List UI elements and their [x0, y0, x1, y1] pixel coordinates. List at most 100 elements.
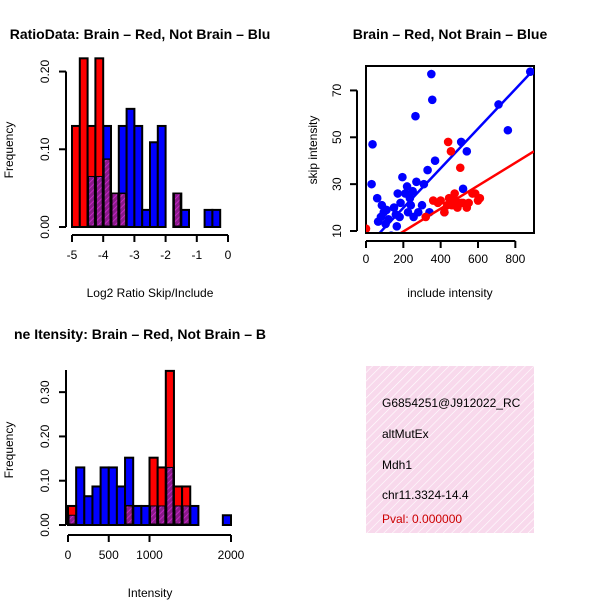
intensity-hist-x-tick-label: 500	[99, 548, 119, 562]
intensity-histogram-title: ne Itensity: Brain – Red, Not Brain – B	[14, 326, 266, 342]
ratio-hist-bar-not-brain	[133, 124, 144, 228]
scatter-x-tick-label: 0	[363, 252, 370, 266]
scatter-point-not-brain	[367, 179, 376, 189]
ratio-hist-bar-not-brain	[203, 208, 214, 228]
intensity-hist-x-tick-label: 2000	[218, 548, 245, 562]
info-panel: G6854251@J912022_RC altMutEx Mdh1 chr11.…	[366, 366, 534, 533]
intensity-hist-bar-overlap	[150, 505, 158, 525]
ratio-hist-bar-overlap	[119, 193, 127, 227]
intensity-hist-bar-not-brain	[189, 504, 200, 527]
scatter-point-not-brain	[427, 95, 437, 105]
intensity-hist-bar-not-brain	[91, 485, 102, 527]
scatter-x-tick-label: 200	[393, 252, 413, 266]
intensity-hist-x-tick-label: 1000	[136, 548, 163, 562]
scatter-point-brain	[455, 163, 465, 173]
intensity-histogram-bars	[67, 369, 233, 527]
scatter-point-not-brain	[458, 184, 468, 194]
scatter-point-brain	[366, 224, 371, 232]
ratio-hist-x-tick-label: 0	[225, 248, 232, 262]
intensity-hist-bar-overlap	[166, 466, 174, 525]
scatter-fit-line-not-brain	[378, 68, 534, 232]
ratio-hist-bar-not-brain	[180, 208, 190, 228]
ratio-hist-y-tick-label: 0.00	[38, 215, 52, 239]
scatter-point-not-brain	[411, 111, 420, 121]
scatter-point-not-brain	[408, 186, 417, 196]
scatter-point-brain	[450, 189, 459, 198]
scatter-point-brain	[436, 196, 445, 205]
ratio-hist-bar-not-brain	[125, 107, 136, 228]
scatter-title: Brain – Red, Not Brain – Blue	[353, 26, 548, 42]
scatter-point-not-brain	[427, 69, 436, 79]
ratio-hist-bar-overlap	[173, 193, 181, 227]
scatter-point-not-brain	[525, 67, 534, 76]
intensity-hist-x-tick-label: 0	[65, 548, 72, 562]
ratio-hist-bar-brain	[71, 124, 81, 228]
ratio-hist-x-tick-label: -3	[129, 248, 140, 262]
intensity-hist-bar-not-brain	[140, 504, 151, 527]
ratio-histogram-axes: -5 -4 -3 -2 -1 0 0.00 0.10 0.20	[38, 60, 232, 262]
intensity-histogram-panel: ne Itensity: Brain – Red, Not Brain – B …	[2, 326, 266, 600]
scatter-point-brain	[475, 193, 485, 203]
intensity-histogram-axes: 0 500 1000 2000 0.00 0.10 0.20 0.30	[38, 370, 245, 562]
scatter-point-not-brain	[430, 156, 440, 166]
scatter-y-tick-label: 10	[330, 224, 344, 238]
scatter-x-tick-label: 600	[468, 252, 488, 266]
scatter-point-not-brain	[389, 203, 399, 212]
scatter-point-brain	[440, 207, 449, 217]
intensity-hist-y-tick-label: 0.30	[38, 380, 52, 404]
intensity-hist-bar-overlap	[68, 514, 76, 525]
intensity-hist-bar-overlap	[182, 505, 190, 525]
intensity-hist-bar-overlap	[174, 505, 182, 525]
scatter-fit-line-brain	[400, 150, 534, 232]
ratio-hist-bar-not-brain	[149, 141, 159, 228]
intensity-hist-bar-not-brain	[83, 495, 94, 527]
ratio-hist-bar-not-brain	[156, 124, 167, 228]
intensity-hist-y-tick-label: 0.00	[38, 513, 52, 537]
scatter-marks	[366, 67, 534, 232]
ratio-hist-bar-overlap	[95, 175, 103, 227]
scatter-point-brain	[464, 198, 473, 208]
scatter-point-not-brain	[423, 165, 432, 175]
ratio-hist-bar-overlap	[103, 158, 111, 227]
ratio-histogram-title: RatioData: Brain – Red, Not Brain – Blu	[10, 26, 271, 42]
intensity-hist-bar-not-brain	[221, 514, 233, 526]
ratio-hist-bar-not-brain	[211, 208, 222, 228]
intensity-histogram-ylabel: Frequency	[2, 422, 16, 479]
ratio-histogram-bars	[71, 57, 222, 229]
scatter-xlabel: include intensity	[407, 286, 492, 300]
intensity-hist-bar-not-brain	[99, 466, 110, 526]
info-pvalue: Pval: 0.000000	[382, 512, 462, 526]
ratio-hist-y-tick-label: 0.10	[38, 137, 52, 161]
scatter-inner	[366, 67, 534, 232]
scatter-plot-frame	[365, 65, 535, 234]
intensity-hist-bar-not-brain	[132, 504, 143, 527]
scatter-point-brain	[443, 137, 453, 147]
intensity-hist-bar-not-brain	[75, 466, 86, 526]
scatter-point-brain	[446, 147, 456, 156]
scatter-point-not-brain	[372, 193, 382, 203]
intensity-hist-bar-brain	[164, 369, 175, 526]
scatter-point-not-brain	[377, 200, 387, 210]
scatter-point-not-brain	[393, 189, 403, 198]
info-location: chr11.3324-14.4	[382, 488, 469, 502]
scatter-point-not-brain	[398, 172, 407, 182]
scatter-point-not-brain	[368, 140, 377, 149]
scatter-point-not-brain	[396, 198, 405, 208]
scatter-y-tick-label: 70	[330, 83, 344, 97]
intensity-hist-y-tick-label: 0.20	[38, 424, 52, 448]
scatter-point-not-brain	[494, 100, 503, 109]
scatter-point-not-brain	[412, 177, 421, 187]
intensity-hist-bar-overlap	[125, 505, 133, 525]
scatter-point-not-brain	[417, 200, 427, 210]
info-event-type: altMutEx	[382, 427, 429, 441]
intensity-hist-bar-not-brain	[115, 485, 127, 527]
scatter-y-tick-label: 30	[330, 177, 344, 191]
scatter-x-tick-label: 400	[431, 252, 451, 266]
ratio-hist-bar-brain	[78, 57, 89, 228]
scatter-point-not-brain	[503, 125, 513, 135]
ratio-hist-x-tick-label: -2	[160, 248, 171, 262]
intensity-hist-bar-overlap	[158, 505, 166, 525]
info-gene-name: Mdh1	[382, 458, 412, 472]
scatter-x-tick-label: 800	[505, 252, 525, 266]
